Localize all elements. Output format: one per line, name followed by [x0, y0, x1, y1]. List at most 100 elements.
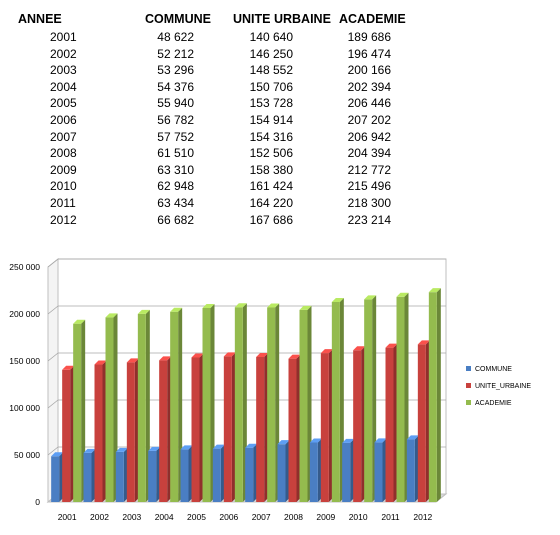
- bar-top: [159, 356, 172, 361]
- cell-academie: 206 446: [347, 96, 391, 111]
- cell-commune: 56 782: [157, 113, 194, 127]
- bar-top: [148, 446, 161, 451]
- cell-year: 2003: [50, 63, 77, 78]
- cell-unite-urbaine: 150 706: [249, 79, 293, 94]
- bar-unite-urbaine-2008: [288, 354, 301, 502]
- bar-top: [417, 340, 430, 345]
- bar-side: [436, 288, 441, 502]
- bar-academie-2012: [428, 288, 441, 502]
- gridline-side: [47, 399, 59, 409]
- bar-front: [256, 356, 265, 502]
- bar-top: [374, 438, 387, 443]
- bar-front: [73, 323, 82, 502]
- data-table: ANNEE COMMUNE UNITE URBAINE ACADEMIE 2001 48 …: [0, 0, 560, 250]
- y-tick-label: 150 000: [9, 356, 40, 366]
- bar-top: [180, 445, 193, 450]
- bar-top: [364, 295, 377, 300]
- bar-top: [277, 440, 290, 445]
- cell-academie: 204 394: [347, 146, 391, 161]
- bar-academie-2009: [331, 297, 344, 502]
- bar-top: [223, 352, 236, 357]
- bar-front: [159, 360, 168, 502]
- x-tick-label: 2005: [187, 512, 206, 522]
- gridline-side: [47, 258, 59, 268]
- bar-academie-2002: [105, 313, 118, 502]
- legend-label-academie: ACADEMIE: [475, 400, 512, 407]
- bar-academie-2004: [170, 307, 183, 502]
- x-tick-label: 2002: [90, 512, 109, 522]
- bar-top: [331, 297, 344, 302]
- x-tick-label: 2009: [316, 512, 335, 522]
- cell-year: 2009: [50, 162, 77, 177]
- cell-year: 2004: [50, 79, 77, 94]
- bar-top: [309, 438, 322, 443]
- cell-unite-urbaine: 148 552: [249, 63, 293, 78]
- y-tick-label: 250 000: [9, 262, 40, 272]
- bar-commune-2007: [245, 443, 258, 502]
- x-tick-label: 2004: [155, 512, 174, 522]
- x-tick-label: 2006: [219, 512, 238, 522]
- bar-front: [428, 292, 437, 502]
- bar-top: [288, 354, 301, 359]
- cell-commune: 57 752: [157, 129, 194, 144]
- x-tick-label: 2012: [413, 512, 432, 522]
- bar-academie-2003: [137, 309, 150, 502]
- bar-top: [62, 365, 75, 370]
- cell-year: 2008: [50, 146, 77, 161]
- cell-year: 2007: [50, 129, 77, 144]
- header-commune: COMMUNE: [145, 12, 211, 26]
- bar-top: [396, 292, 409, 297]
- cell-unite-urbaine: 140 640: [249, 30, 293, 44]
- cell-year: 2005: [50, 96, 77, 111]
- bar-front: [396, 296, 405, 502]
- bar-top: [105, 313, 118, 318]
- bar-unite-urbaine-2005: [191, 353, 204, 502]
- bar-commune-2002: [83, 448, 96, 502]
- bar-unite-urbaine-2002: [94, 360, 107, 502]
- cell-year: 2012: [50, 212, 77, 227]
- bar-front: [288, 358, 297, 502]
- bar-front: [191, 357, 200, 502]
- x-tick-label: 2010: [349, 512, 368, 522]
- bar-commune-2010: [342, 438, 355, 502]
- bar-unite-urbaine-2001: [62, 365, 75, 502]
- bar-unite-urbaine-2003: [126, 358, 139, 502]
- x-tick-label: 2008: [284, 512, 303, 522]
- legend-swatch-academie: [466, 400, 471, 405]
- bar-top: [83, 448, 96, 453]
- cell-year: 2001: [50, 30, 77, 44]
- cell-academie: 215 496: [347, 179, 391, 194]
- bar-top: [202, 303, 215, 308]
- bar-front: [62, 369, 71, 502]
- x-tick-label: 2001: [58, 512, 77, 522]
- bar-front: [234, 307, 243, 502]
- cell-unite-urbaine: 154 316: [249, 129, 293, 144]
- bar-front: [51, 456, 60, 502]
- y-tick-label: 0: [35, 497, 40, 507]
- bar-front: [94, 364, 103, 502]
- gridline-side: [47, 446, 59, 456]
- cell-year: 2010: [50, 179, 77, 194]
- bar-top: [406, 435, 419, 440]
- cell-commune: 48 622: [157, 30, 194, 44]
- cell-unite-urbaine: 158 380: [249, 162, 293, 177]
- cell-academie: 218 300: [347, 196, 391, 210]
- cell-academie: 207 202: [347, 113, 391, 127]
- cell-academie: 223 214: [347, 212, 391, 227]
- bar-front: [299, 309, 308, 502]
- header-annee: ANNEE: [18, 12, 62, 26]
- bar-front: [320, 353, 329, 502]
- bar-unite-urbaine-2007: [256, 352, 269, 502]
- gridline-side: [47, 305, 59, 315]
- y-tick-label: 100 000: [9, 403, 40, 413]
- cell-commune: 66 682: [157, 212, 194, 227]
- legend-swatch-unite-urbaine: [466, 383, 471, 388]
- bar-front: [212, 448, 221, 502]
- bar-commune-2003: [115, 447, 128, 502]
- bar-front: [417, 344, 426, 502]
- cell-commune: 52 212: [157, 46, 194, 61]
- bar-commune-2005: [180, 445, 193, 502]
- cell-academie: 196 474: [347, 46, 391, 61]
- bar-academie-2007: [267, 303, 280, 502]
- cell-unite-urbaine: 153 728: [249, 96, 293, 111]
